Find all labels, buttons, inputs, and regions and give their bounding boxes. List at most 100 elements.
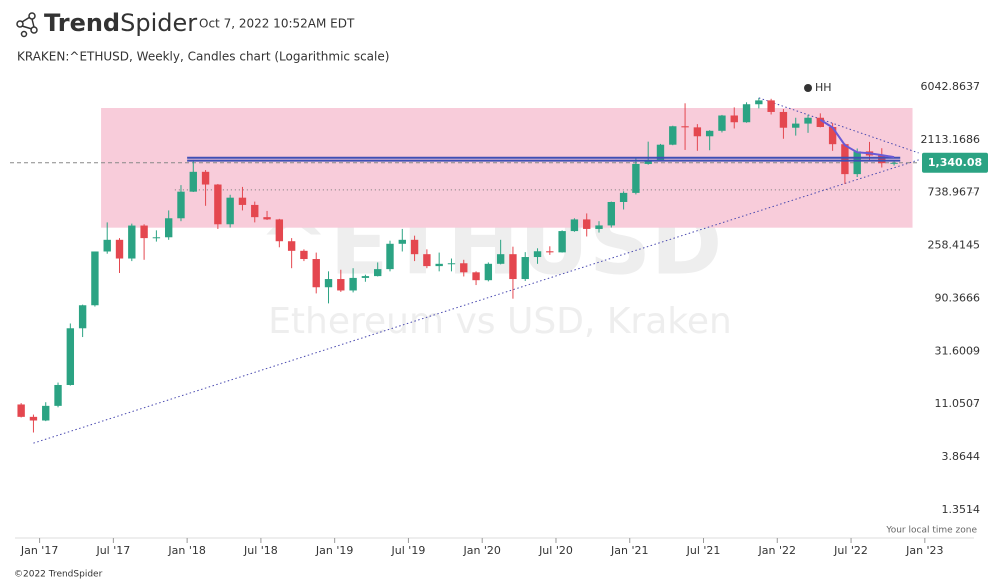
candle-body: [349, 277, 357, 291]
last-price-label: 1,340.08: [928, 156, 982, 169]
candle-body: [177, 191, 185, 219]
candle-body: [103, 239, 111, 252]
x-tick-label: Jul '19: [391, 544, 426, 557]
moving-average: [819, 118, 895, 159]
candle-body: [66, 328, 75, 385]
brand-light: Spider: [120, 9, 197, 37]
candle-body: [275, 219, 284, 242]
candle-body: [496, 254, 505, 264]
candle-body: [460, 263, 468, 273]
last-price-badge: [922, 152, 988, 173]
candle-body: [656, 144, 665, 160]
y-tick-label: 3.8644: [942, 450, 981, 463]
candle-body: [263, 217, 271, 220]
timestamp: Oct 7, 2022 10:52AM EDT: [199, 17, 355, 31]
candle-body: [681, 126, 689, 128]
candle-body: [619, 192, 628, 202]
y-tick-label: 90.3666: [935, 291, 981, 304]
candle-body: [558, 231, 566, 253]
candle-body: [214, 184, 222, 225]
candle-body: [324, 279, 333, 288]
candle-body: [841, 144, 849, 175]
candle-body: [423, 254, 431, 267]
x-tick-label: Jul '18: [243, 544, 278, 557]
candle-body: [730, 115, 738, 123]
candle-body: [140, 225, 148, 239]
x-tick-label: Jan '20: [462, 544, 500, 557]
y-tick-label: 738.9677: [928, 186, 981, 199]
candle-body: [669, 126, 677, 145]
candle-body: [152, 237, 161, 239]
candle-body: [533, 251, 542, 258]
candle-body: [410, 239, 419, 255]
candle-body: [804, 117, 812, 124]
candle-body: [484, 263, 493, 281]
candle-body: [312, 259, 320, 288]
marker-icon: [804, 84, 813, 92]
x-tick-label: Jan '21: [610, 544, 648, 557]
candle-body: [17, 404, 25, 417]
x-tick-label: Jan '17: [20, 544, 58, 557]
candle-body: [718, 115, 726, 131]
y-tick-label: 31.6009: [935, 344, 981, 357]
copyright: ©2022 TrendSpider: [14, 570, 103, 580]
candle-body: [251, 204, 259, 218]
brand-bold: Trend: [44, 9, 120, 37]
candle-body: [779, 111, 788, 128]
candle-body: [546, 251, 554, 253]
candle-body: [361, 276, 370, 278]
y-tick-label: 11.0507: [935, 397, 981, 410]
x-tick-label: Jan '19: [315, 544, 353, 557]
candle-body: [300, 250, 308, 260]
candle-body: [128, 225, 136, 259]
candle-body: [595, 225, 603, 229]
candle-body: [337, 279, 345, 291]
candle-body: [398, 239, 406, 244]
brand: TrendSpider: [44, 9, 197, 37]
candle-body: [29, 416, 38, 421]
candle-body: [447, 263, 456, 265]
candle-body: [201, 171, 210, 185]
watermark-name: Ethereum vs USD, Kraken: [268, 301, 732, 342]
candle-body: [386, 243, 394, 270]
candle-body: [238, 197, 247, 205]
y-tick-label: 258.4145: [928, 239, 981, 252]
chart-title: KRAKEN:^ETHUSD, Weekly, Candles chart (L…: [17, 50, 389, 64]
candle-body: [755, 100, 763, 105]
x-tick-label: Jan '18: [167, 544, 205, 557]
candle-body: [472, 272, 480, 281]
trendline: [758, 97, 919, 154]
candle-body: [570, 219, 579, 232]
candle-body: [878, 155, 886, 164]
candle-body: [792, 123, 800, 128]
x-tick-label: Jul '21: [686, 544, 721, 557]
candle-body: [828, 126, 837, 145]
timezone-note: Your local time zone: [885, 526, 977, 536]
candle-body: [435, 263, 443, 267]
candle-body: [632, 163, 640, 193]
candle-body: [767, 100, 775, 112]
candle-body: [287, 241, 296, 251]
x-tick-label: Jul '22: [833, 544, 868, 557]
candle-body: [521, 257, 529, 280]
candle-body: [742, 104, 751, 123]
candle-body: [509, 254, 517, 280]
candle-body: [583, 219, 591, 229]
y-tick-label: 6042.8637: [921, 80, 981, 93]
candle-body: [374, 269, 382, 277]
x-tick-label: Jan '23: [905, 544, 943, 557]
x-tick-label: Jan '22: [758, 544, 796, 557]
x-tick-label: Jul '20: [538, 544, 573, 557]
y-tick-label: 2113.1686: [921, 133, 981, 146]
candle-body: [816, 117, 825, 127]
marker-label: HH: [815, 81, 832, 94]
candle-body: [644, 159, 652, 164]
candle-body: [607, 201, 615, 226]
candle-body: [54, 384, 62, 406]
candle-body: [91, 251, 99, 306]
candle-body: [705, 130, 714, 137]
candle-body: [189, 171, 197, 192]
trendline: [33, 159, 919, 444]
